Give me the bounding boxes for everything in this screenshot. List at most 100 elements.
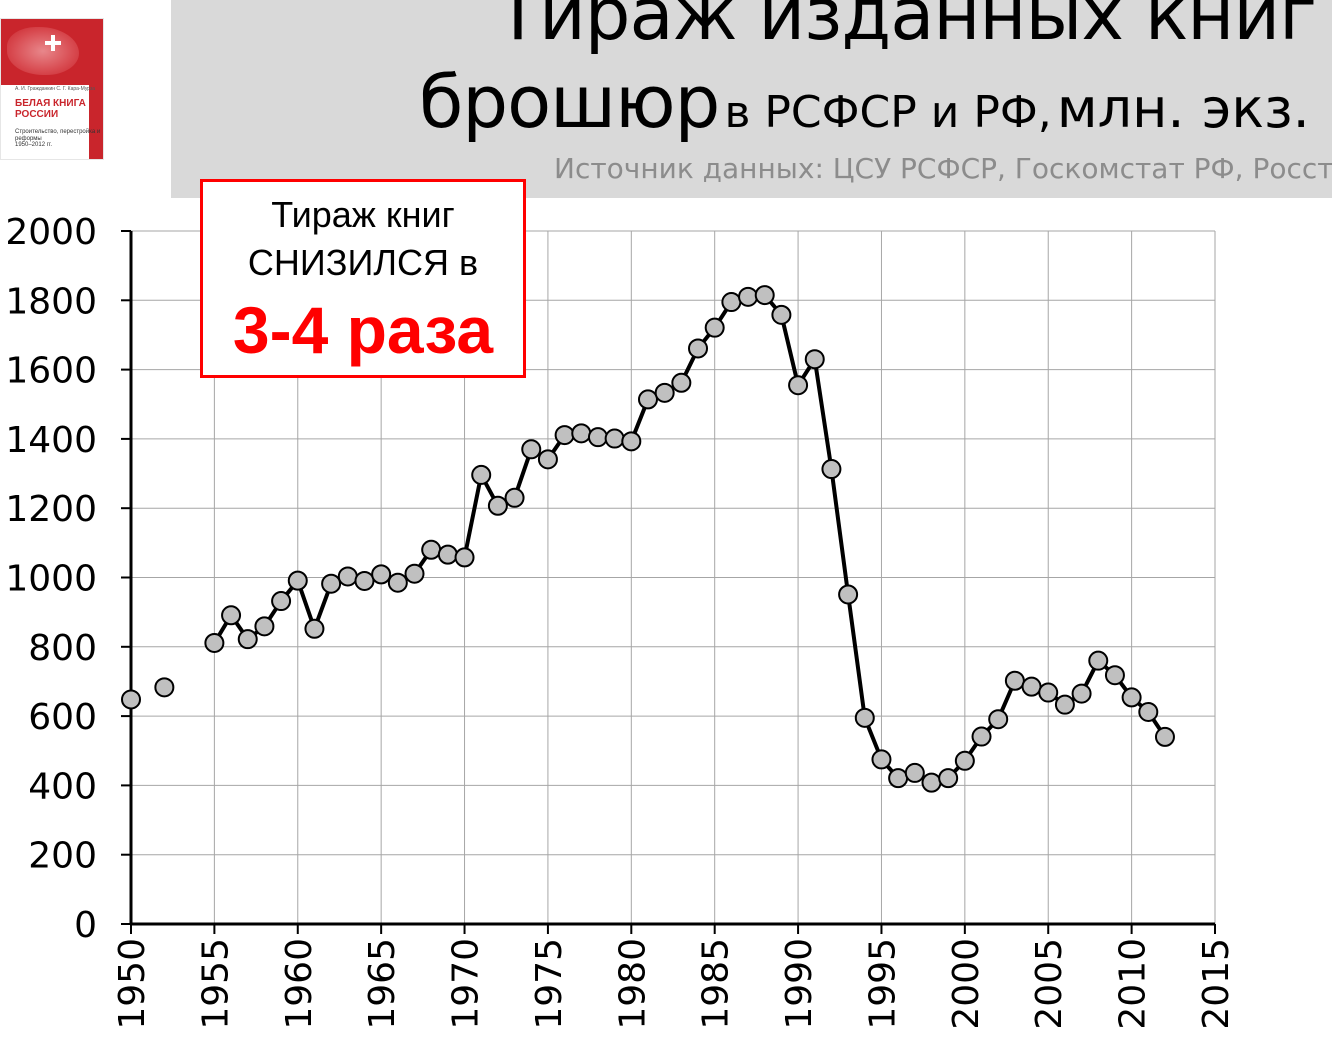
data-point	[621, 431, 642, 452]
chart-title-main: брошюр	[419, 60, 720, 144]
y-tick-label: 1600	[5, 351, 97, 392]
chart-title-region: в РСФСР и РФ,	[724, 87, 1052, 138]
x-tick-label: 1965	[362, 938, 403, 1030]
data-point	[854, 707, 875, 728]
data-point	[537, 449, 558, 470]
data-point	[904, 762, 925, 783]
decline-callout: Тираж книг СНИЗИЛСЯ в 3-4 раза	[200, 179, 526, 378]
data-point	[771, 304, 792, 325]
callout-line1: Тираж книг	[271, 194, 455, 235]
emblem-icon	[45, 35, 61, 51]
data-point	[421, 539, 442, 560]
y-tick-label: 1000	[5, 559, 97, 600]
data-point	[1054, 694, 1075, 715]
chart-title-units: млн. экз.	[1056, 77, 1310, 140]
data-point	[871, 749, 892, 770]
y-tick-label: 1800	[5, 281, 97, 322]
callout-line2: СНИЗИЛСЯ в	[247, 242, 479, 283]
data-source-note: Источник данных: ЦСУ РСФСР, Госкомстат Р…	[554, 152, 1332, 185]
data-point	[721, 292, 742, 313]
y-tick-label: 800	[28, 628, 97, 669]
data-point	[838, 584, 859, 605]
x-tick-label: 2015	[1196, 938, 1237, 1030]
data-point	[287, 570, 308, 591]
data-point	[1121, 687, 1142, 708]
data-point	[404, 563, 425, 584]
y-tick-label: 0	[74, 905, 97, 946]
data-point	[604, 428, 625, 449]
data-point	[988, 709, 1009, 730]
data-point	[921, 772, 942, 793]
data-point	[1088, 650, 1109, 671]
y-tick-label: 1400	[5, 420, 97, 461]
data-point	[337, 566, 358, 587]
data-point	[971, 726, 992, 747]
data-point	[1104, 665, 1125, 686]
data-point	[387, 572, 408, 593]
data-point	[571, 423, 592, 444]
data-point	[254, 616, 275, 637]
cover-subtitle: Строительство, перестройка и реформы 195…	[15, 129, 103, 149]
x-tick-label: 2005	[1029, 938, 1070, 1030]
data-point	[1021, 676, 1042, 697]
x-tick-label: 1975	[529, 938, 570, 1030]
x-tick-label: 2000	[946, 938, 987, 1030]
title-band: Тираж изданных книг и брошюр в РСФСР и Р…	[171, 0, 1332, 198]
cover-authors: А. И. Гражданкин С. Г. Кара-Мурза	[15, 86, 96, 92]
data-point	[154, 677, 175, 698]
y-tick-label: 2000	[5, 212, 97, 253]
x-tick-label: 1995	[862, 938, 903, 1030]
data-point	[1071, 683, 1092, 704]
data-point	[1004, 670, 1025, 691]
chart-title-line1: Тираж изданных книг и	[496, 0, 1332, 56]
data-point	[804, 349, 825, 370]
data-point	[487, 495, 508, 516]
y-tick-label: 1200	[5, 489, 97, 530]
cover-title: БЕЛАЯ КНИГА РОССИИ	[15, 98, 86, 120]
data-point	[788, 375, 809, 396]
data-point	[454, 547, 475, 568]
data-point	[688, 338, 709, 359]
y-tick-label: 200	[28, 836, 97, 877]
data-point	[521, 439, 542, 460]
x-tick-label: 1950	[112, 938, 153, 1030]
data-point	[671, 372, 692, 393]
data-point	[1038, 682, 1059, 703]
x-tick-label: 1970	[446, 938, 487, 1030]
x-tick-label: 2010	[1113, 938, 1154, 1030]
data-point	[321, 573, 342, 594]
data-point	[888, 768, 909, 789]
data-point	[371, 564, 392, 585]
data-point	[271, 591, 292, 612]
x-tick-label: 1980	[612, 938, 653, 1030]
x-tick-label: 1960	[279, 938, 320, 1030]
data-point	[504, 487, 525, 508]
data-point	[221, 605, 242, 626]
data-point	[754, 285, 775, 306]
callout-highlight: 3-4 раза	[232, 293, 494, 367]
data-point	[471, 464, 492, 485]
data-point	[204, 632, 225, 653]
x-tick-label: 1955	[195, 938, 236, 1030]
y-tick-label: 600	[28, 697, 97, 738]
cover-spine	[89, 19, 103, 159]
data-point	[938, 768, 959, 789]
data-point	[821, 459, 842, 480]
data-point	[637, 389, 658, 410]
data-point	[1154, 726, 1175, 747]
data-point	[437, 544, 458, 565]
data-point	[954, 750, 975, 771]
data-point	[704, 317, 725, 338]
data-point	[554, 425, 575, 446]
data-point	[587, 427, 608, 448]
data-point	[654, 382, 675, 403]
data-point	[354, 570, 375, 591]
data-point	[121, 689, 141, 710]
cover-years: 1950–2012 гг.	[15, 142, 53, 149]
y-tick-label: 400	[28, 766, 97, 807]
chart-title-line2: брошюр в РСФСР и РФ, млн. экз.	[419, 66, 1310, 138]
x-tick-label: 1990	[779, 938, 820, 1030]
data-point	[738, 286, 759, 307]
russia-map-icon	[7, 27, 79, 75]
